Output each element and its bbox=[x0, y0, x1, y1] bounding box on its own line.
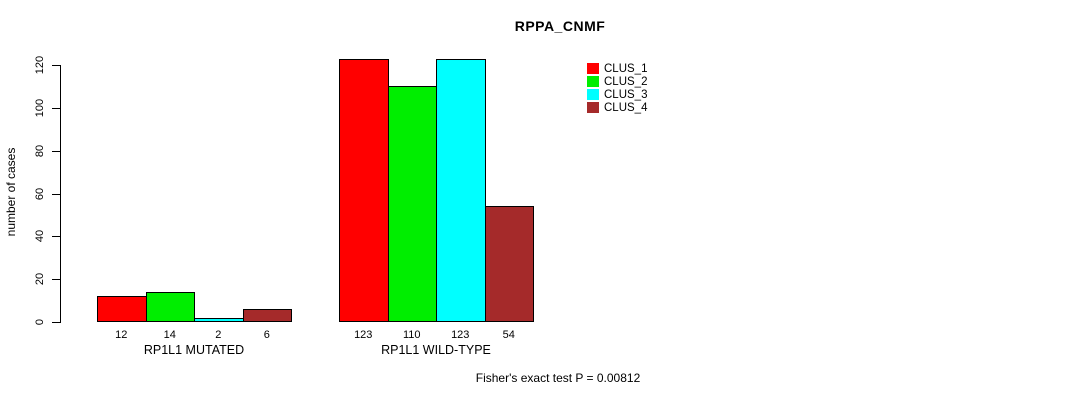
x-category-label: RP1L1 MUTATED bbox=[143, 343, 245, 357]
legend-label: CLUS_1 bbox=[604, 62, 648, 75]
y-tick-label: 120 bbox=[34, 55, 46, 75]
y-tick-label: 80 bbox=[34, 144, 46, 157]
legend: CLUS_1 CLUS_2 CLUS_3 CLUS_4 bbox=[587, 62, 647, 114]
legend-label: CLUS_3 bbox=[604, 88, 648, 101]
bar-value-label: 123 bbox=[354, 329, 373, 341]
y-tick-mark bbox=[52, 107, 60, 109]
bar-value-label: 123 bbox=[451, 329, 470, 341]
y-tick-label: 20 bbox=[34, 273, 46, 286]
legend-item-clus_2: CLUS_2 bbox=[587, 75, 647, 88]
legend-swatch-clus_4 bbox=[587, 102, 599, 113]
bar-value-label: 14 bbox=[163, 329, 176, 341]
bar-clus_2-mutated bbox=[145, 292, 195, 322]
y-tick-label: 60 bbox=[34, 187, 46, 200]
bar-value-label: 12 bbox=[115, 329, 128, 341]
bar-clus_2-wildtype bbox=[387, 86, 437, 322]
y-tick-mark bbox=[52, 322, 60, 323]
bar-clus_1-mutated bbox=[97, 296, 147, 322]
bar-value-label: 2 bbox=[215, 329, 222, 341]
x-category-label: RP1L1 WILD-TYPE bbox=[381, 343, 491, 357]
y-tick-mark bbox=[52, 193, 60, 195]
caption-fisher-test: Fisher's exact test P = 0.00812 bbox=[475, 371, 641, 385]
y-tick-label: 40 bbox=[34, 230, 46, 243]
chart-title: RPPA_CNMF bbox=[514, 18, 606, 34]
legend-swatch-clus_3 bbox=[587, 89, 599, 100]
y-tick-mark bbox=[52, 65, 60, 66]
legend-item-clus_3: CLUS_3 bbox=[587, 88, 647, 101]
bar-clus_4-wildtype bbox=[484, 206, 534, 322]
y-tick-mark bbox=[52, 236, 60, 238]
bar-clus_3-wildtype bbox=[436, 59, 486, 322]
bar-clus_1-wildtype bbox=[339, 59, 389, 322]
y-axis-line bbox=[60, 65, 61, 323]
bar-value-label: 54 bbox=[502, 329, 515, 341]
legend-label: CLUS_4 bbox=[604, 101, 648, 114]
bar-clus_4-mutated bbox=[242, 309, 292, 322]
legend-label: CLUS_2 bbox=[604, 75, 648, 88]
y-tick-mark bbox=[52, 279, 60, 281]
legend-item-clus_1: CLUS_1 bbox=[587, 62, 647, 75]
legend-swatch-clus_2 bbox=[587, 76, 599, 87]
y-tick-mark bbox=[52, 150, 60, 152]
bar-clus_3-mutated bbox=[194, 318, 244, 322]
bar-value-label: 110 bbox=[402, 329, 421, 341]
legend-item-clus_4: CLUS_4 bbox=[587, 101, 647, 114]
y-tick-label: 0 bbox=[34, 318, 46, 326]
y-tick-label: 100 bbox=[34, 98, 46, 118]
bar-value-label: 6 bbox=[263, 329, 270, 341]
legend-swatch-clus_1 bbox=[587, 63, 599, 74]
